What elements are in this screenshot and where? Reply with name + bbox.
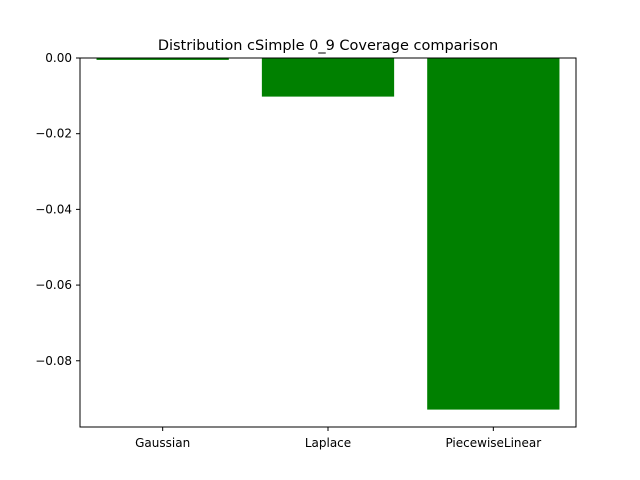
bar-laplace (261, 58, 395, 97)
chart-title: Distribution cSimple 0_9 Coverage compar… (158, 38, 498, 54)
y-tick-label: −0.02 (35, 127, 72, 141)
x-tick-label: Laplace (305, 436, 351, 450)
x-axis: Gaussian Laplace PiecewiseLinear (135, 427, 541, 450)
x-tick-label: PiecewiseLinear (445, 436, 541, 450)
y-axis: 0.00 −0.02 −0.04 −0.06 −0.08 (35, 51, 80, 368)
bar-gaussian (96, 58, 229, 60)
bar-piecewiselinear (427, 58, 560, 410)
bars-group (96, 58, 560, 410)
y-tick-label: −0.08 (35, 354, 72, 368)
y-tick-label: −0.06 (35, 278, 72, 292)
x-tick-label: Gaussian (135, 436, 190, 450)
plot-frame (79, 57, 577, 428)
y-tick-label: 0.00 (45, 51, 72, 65)
y-tick-label: −0.04 (35, 202, 72, 216)
